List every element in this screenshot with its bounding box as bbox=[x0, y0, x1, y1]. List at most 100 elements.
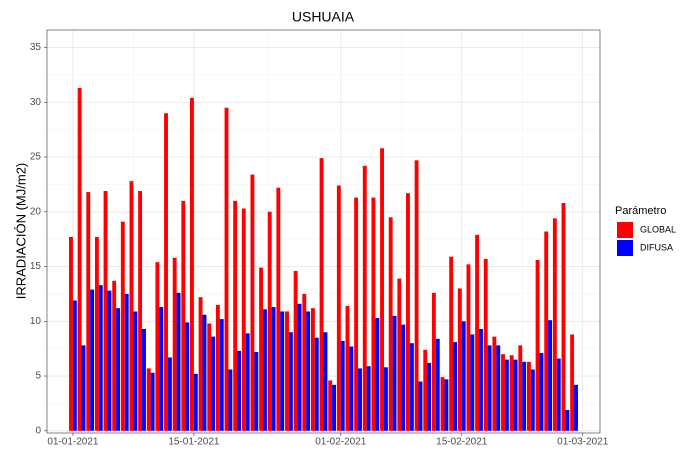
bar bbox=[176, 292, 181, 431]
chart-title: USHUAIA bbox=[292, 9, 355, 25]
bar bbox=[479, 328, 483, 431]
bar bbox=[94, 236, 99, 431]
bar bbox=[392, 315, 397, 431]
panel-border bbox=[46, 29, 601, 434]
y-tick-label: 15 bbox=[30, 261, 42, 272]
bar bbox=[120, 221, 125, 431]
bar bbox=[380, 148, 384, 431]
bar bbox=[406, 193, 410, 431]
bar bbox=[501, 354, 505, 431]
bar bbox=[487, 345, 492, 431]
bar bbox=[285, 311, 289, 431]
y-tick-label: 5 bbox=[35, 371, 41, 382]
bar bbox=[475, 234, 480, 431]
bar bbox=[69, 236, 73, 431]
bar bbox=[271, 307, 276, 431]
bar bbox=[146, 368, 151, 431]
bar bbox=[470, 334, 475, 431]
bar bbox=[202, 314, 207, 431]
bar bbox=[172, 257, 177, 431]
legend-label: GLOBAL bbox=[640, 224, 676, 234]
bar bbox=[336, 185, 341, 431]
bar bbox=[112, 280, 117, 431]
bar bbox=[138, 190, 143, 431]
bar bbox=[518, 345, 523, 431]
bar bbox=[453, 342, 457, 431]
bar bbox=[483, 258, 488, 431]
bar bbox=[565, 410, 570, 431]
bar bbox=[556, 358, 561, 431]
bar bbox=[435, 338, 440, 431]
bar bbox=[310, 308, 315, 431]
bar bbox=[155, 262, 160, 431]
bar bbox=[526, 361, 531, 431]
bar bbox=[72, 300, 77, 431]
bar bbox=[86, 192, 91, 431]
bar bbox=[237, 350, 241, 431]
bar bbox=[233, 200, 238, 431]
bar bbox=[496, 345, 501, 431]
bar bbox=[167, 357, 172, 431]
bar bbox=[254, 351, 259, 431]
bar bbox=[552, 218, 557, 431]
bar bbox=[90, 289, 95, 431]
bar bbox=[440, 377, 445, 431]
bar bbox=[513, 359, 518, 431]
y-axis-label: IRRADIACIÓN (MJ/m2) bbox=[13, 163, 28, 300]
bar bbox=[133, 311, 138, 431]
bar bbox=[267, 211, 272, 431]
bar bbox=[107, 290, 112, 431]
bar bbox=[418, 381, 423, 431]
bar bbox=[124, 293, 129, 431]
bar bbox=[228, 369, 233, 431]
bar bbox=[297, 303, 302, 431]
bar bbox=[561, 203, 566, 431]
bar bbox=[293, 270, 298, 431]
bar bbox=[224, 107, 229, 431]
bar bbox=[259, 267, 264, 431]
bar bbox=[509, 355, 514, 431]
bar bbox=[323, 332, 328, 431]
bar bbox=[366, 366, 371, 431]
bar bbox=[414, 160, 419, 431]
bar bbox=[522, 361, 527, 431]
bar bbox=[164, 113, 168, 431]
bar bbox=[215, 304, 220, 431]
legend-swatch bbox=[617, 240, 633, 256]
bar bbox=[449, 256, 454, 431]
bar bbox=[466, 264, 471, 431]
x-tick-label: 01-03-2021 bbox=[557, 437, 609, 446]
bar bbox=[461, 321, 466, 431]
bar bbox=[276, 187, 281, 431]
bar bbox=[388, 217, 393, 431]
bar bbox=[250, 174, 255, 431]
bar bbox=[375, 318, 380, 431]
x-tick-label: 01-01-2021 bbox=[47, 437, 99, 446]
bar bbox=[159, 307, 164, 431]
bar bbox=[444, 379, 449, 431]
legend-label: DIFUSA bbox=[640, 242, 673, 252]
bar bbox=[314, 337, 319, 431]
bar bbox=[103, 190, 108, 431]
bar bbox=[116, 308, 121, 431]
bar bbox=[535, 259, 540, 431]
bar bbox=[358, 368, 362, 431]
bar bbox=[340, 341, 345, 431]
y-tick-label: 25 bbox=[30, 152, 42, 163]
bar bbox=[211, 336, 216, 431]
bar bbox=[288, 332, 293, 431]
bar bbox=[241, 208, 246, 431]
bar bbox=[548, 320, 553, 431]
bar bbox=[492, 336, 497, 431]
bar bbox=[219, 319, 224, 431]
bar bbox=[328, 380, 333, 431]
bar bbox=[371, 197, 376, 431]
bar bbox=[306, 311, 311, 431]
bar bbox=[530, 369, 535, 431]
bar bbox=[193, 373, 198, 431]
bar bbox=[142, 328, 146, 431]
bar bbox=[332, 384, 337, 431]
bar bbox=[77, 88, 82, 431]
bar bbox=[150, 372, 155, 431]
